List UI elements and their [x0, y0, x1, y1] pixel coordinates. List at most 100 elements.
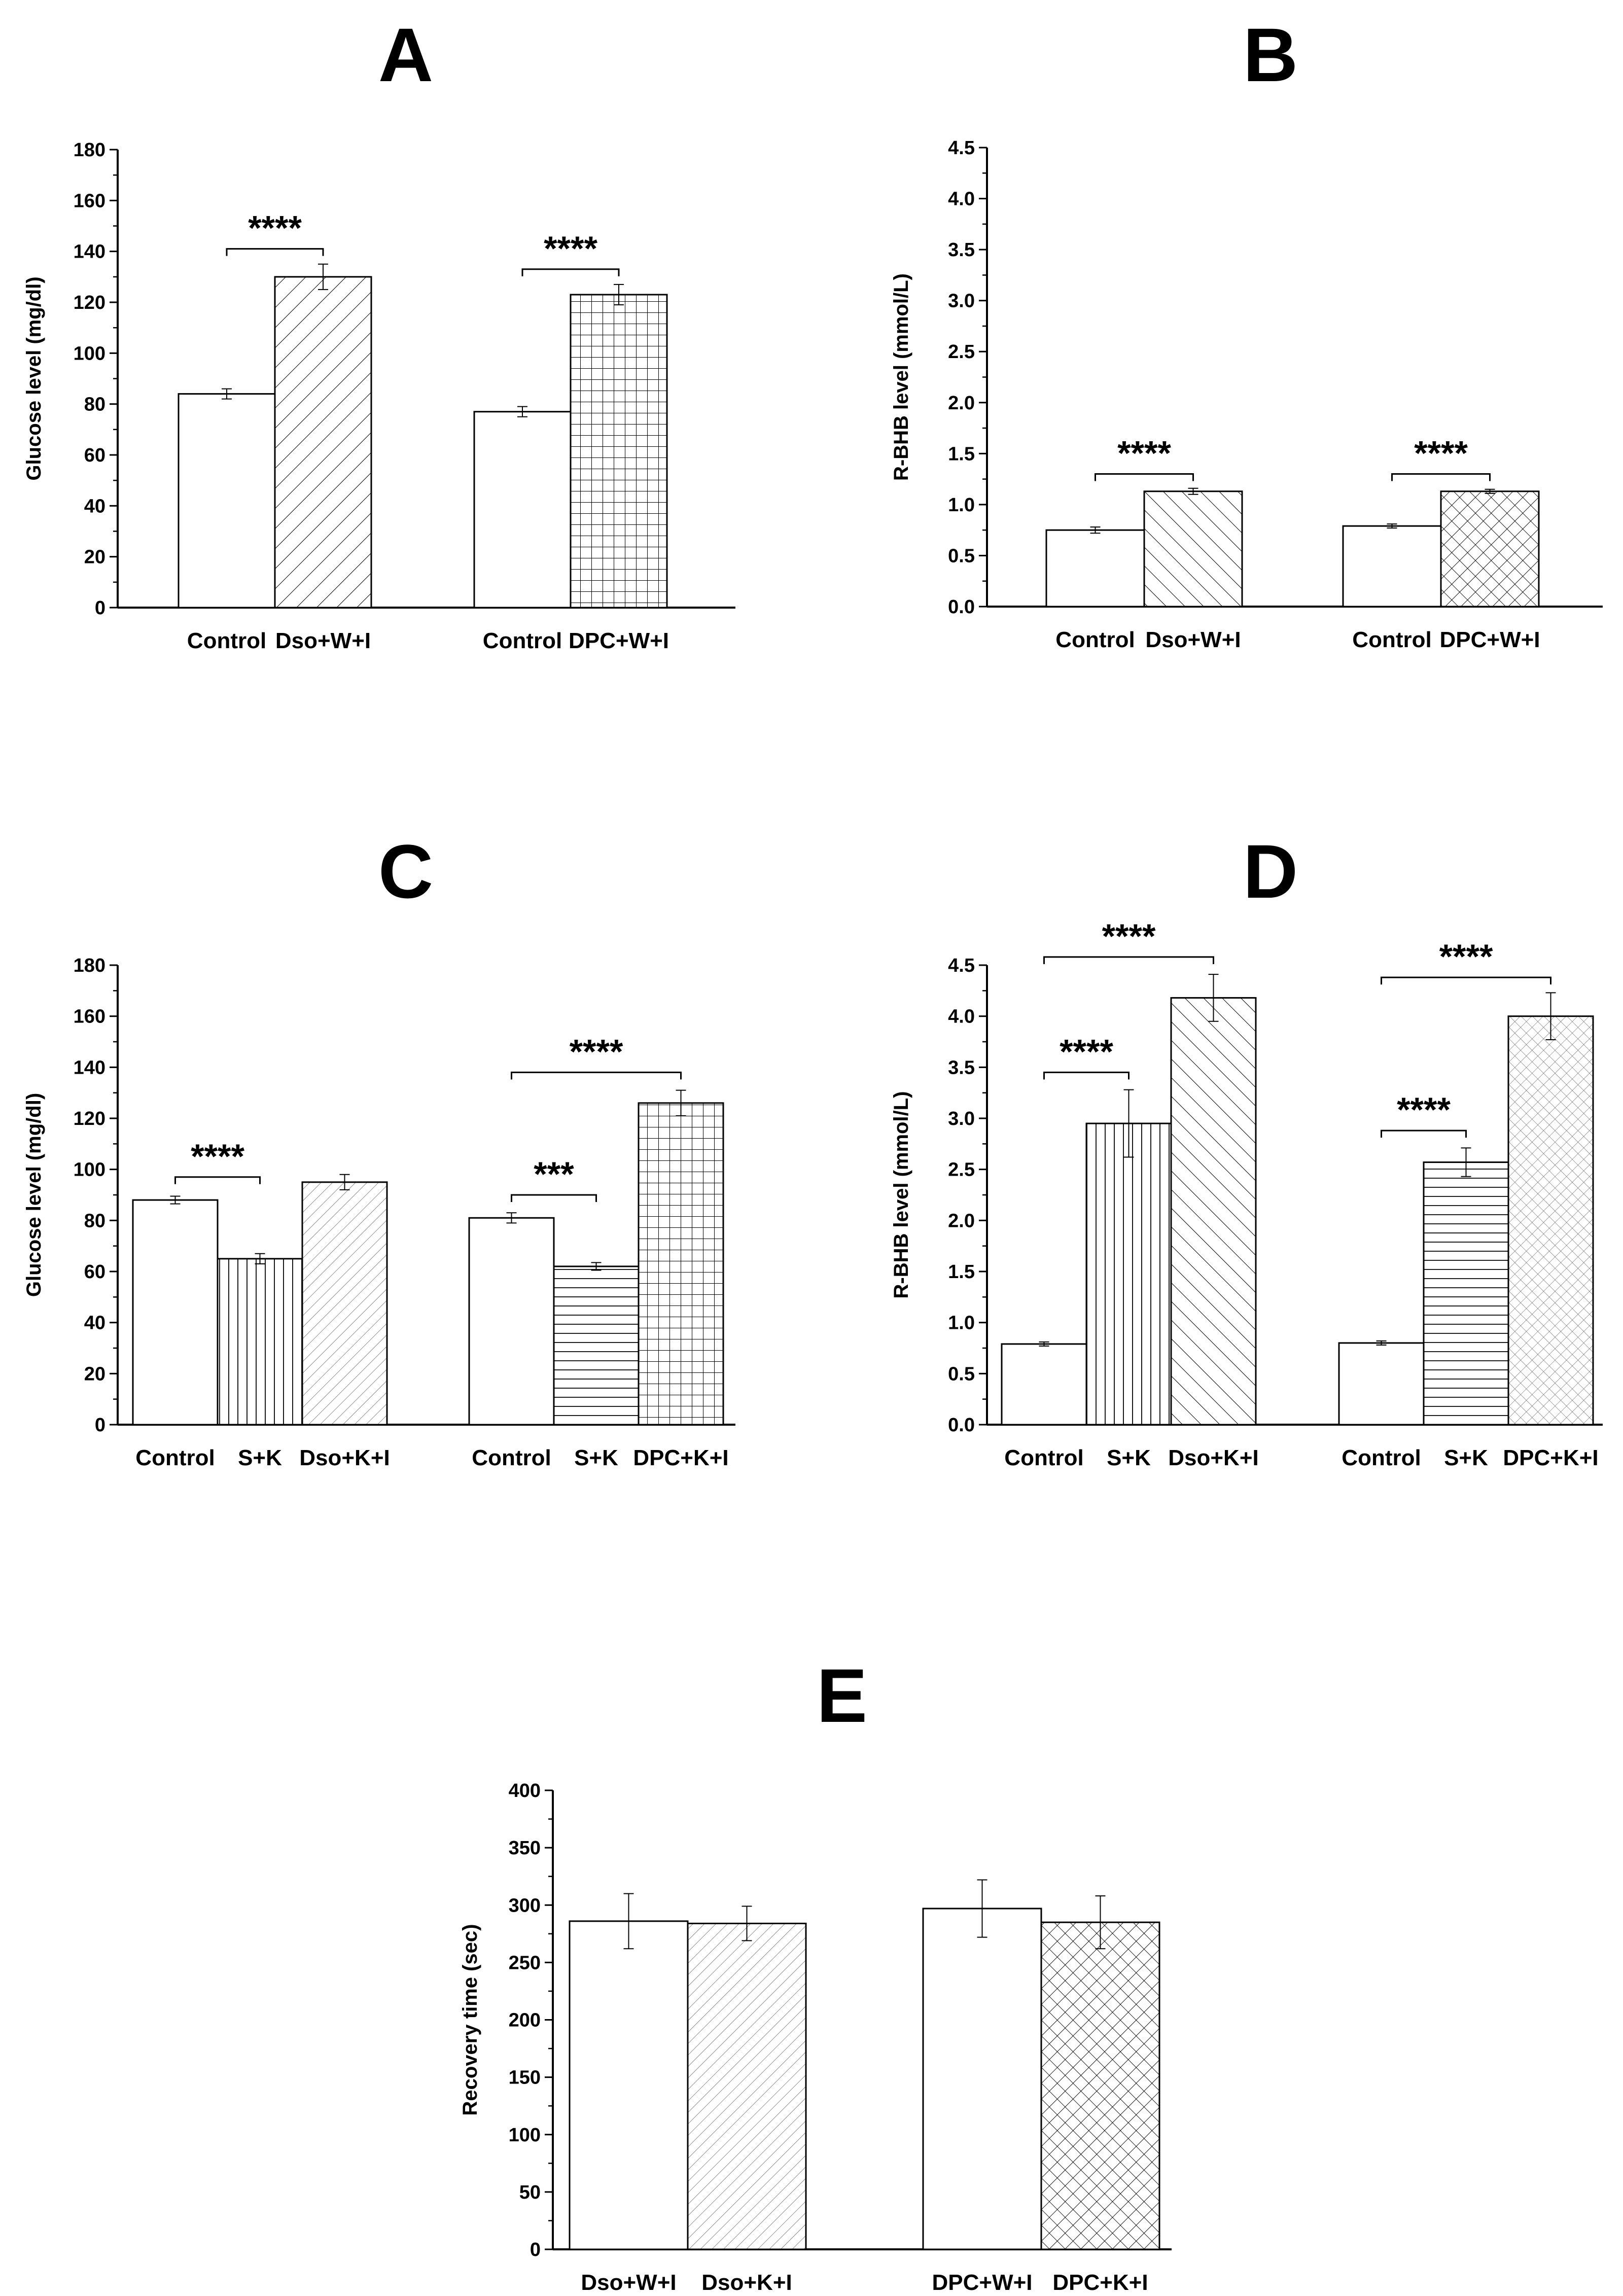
- significance-label: ****: [191, 1137, 244, 1176]
- y-tick-label: 3.0: [948, 1108, 975, 1129]
- significance-bracket: [511, 1194, 597, 1202]
- category-label: Control: [1055, 627, 1135, 652]
- y-tick-label: 1.0: [948, 1313, 975, 1334]
- y-axis-title: Recovery time (sec): [459, 1924, 481, 2116]
- category-label: Control: [1342, 1445, 1421, 1470]
- bar: [553, 1265, 640, 1426]
- bar: [1045, 529, 1145, 608]
- y-tick-label: 0.5: [948, 1363, 975, 1385]
- y-tick-label: 2.5: [948, 341, 975, 363]
- y-tick-label: 0.0: [948, 596, 975, 618]
- bar: [1423, 1161, 1509, 1426]
- bar: [178, 393, 276, 609]
- significance-bracket: [1043, 956, 1214, 964]
- panel-d: D 0.0 0.5 1.0 1.5 2.0 2.5 3.0 3.5 4.0 4.5 R-BHB lev…: [890, 829, 1603, 1470]
- y-tick-label: 250: [509, 1952, 541, 1973]
- significance-label: ****: [1439, 937, 1493, 976]
- y-tick-label: 350: [509, 1838, 541, 1859]
- panel-letter: E: [817, 1653, 867, 1738]
- y-tick-label: 40: [84, 496, 105, 517]
- y-tick-label: 80: [84, 394, 105, 415]
- category-label: Control: [1004, 1445, 1083, 1470]
- y-axis-title: Glucose level (mg/dl): [23, 276, 45, 480]
- significance-bracket: [1381, 976, 1551, 985]
- panel-e: E 0 50 100 150 200 250 300 350 400 Recovery time (…: [459, 1653, 1172, 2295]
- y-tick-label: 3.0: [948, 291, 975, 312]
- bar: [1143, 490, 1243, 608]
- bar: [1040, 1921, 1160, 2250]
- panel-letter: A: [378, 12, 433, 97]
- y-tick-label: 160: [74, 1006, 105, 1028]
- bar: [274, 276, 372, 609]
- panel-letter: C: [378, 829, 433, 914]
- significance-label: ****: [248, 209, 302, 248]
- bar: [217, 1258, 303, 1426]
- category-label: Control: [135, 1445, 215, 1470]
- category-label: DPC+K+I: [1503, 1445, 1598, 1470]
- category-label: Control: [472, 1445, 551, 1470]
- category-label: S+K: [1107, 1445, 1151, 1470]
- y-tick-label: 3.5: [948, 239, 975, 261]
- category-label: S+K: [574, 1445, 618, 1470]
- y-tick-label: 100: [74, 1159, 105, 1181]
- significance-bracket: [1391, 473, 1491, 481]
- category-label: Control: [187, 628, 266, 653]
- significance-bracket: [226, 248, 324, 256]
- category-label: Dso+W+I: [1145, 627, 1241, 652]
- bar: [1085, 1122, 1172, 1426]
- category-label: S+K: [1444, 1445, 1488, 1470]
- y-tick-label: 3.5: [948, 1057, 975, 1078]
- y-tick-label: 0: [530, 2239, 541, 2260]
- bar: [132, 1199, 219, 1426]
- significance-bracket: [521, 268, 620, 276]
- bar: [1338, 1342, 1425, 1426]
- category-label: DPC+K+I: [633, 1445, 728, 1470]
- bar: [687, 1922, 807, 2250]
- panel-a: A 0 20 40 60 80 100 120 140 160 180 Glucose level (…: [23, 12, 735, 653]
- y-tick-label: 40: [84, 1313, 105, 1334]
- category-label: DPC+K+I: [1052, 2270, 1148, 2295]
- significance-label: ****: [544, 229, 597, 268]
- y-tick-label: 300: [509, 1895, 541, 1916]
- panel-b: B 0.0 0.5 1.0 1.5 2.0 2.5 3.0 3.5 4.0 4.5 R-BHB lev…: [890, 12, 1603, 652]
- y-tick-label: 160: [74, 190, 105, 211]
- y-tick-label: 1.5: [948, 1261, 975, 1283]
- y-tick-label: 200: [509, 2010, 541, 2031]
- significance-bracket: [1381, 1129, 1467, 1138]
- y-tick-label: 60: [84, 1261, 105, 1283]
- y-tick-label: 2.5: [948, 1159, 975, 1181]
- significance-label: ****: [1117, 434, 1171, 473]
- y-tick-label: 120: [74, 1108, 105, 1129]
- bar: [473, 411, 572, 609]
- y-tick-label: 400: [509, 1780, 541, 1802]
- y-tick-label: 150: [509, 2067, 541, 2089]
- y-axis-title: R-BHB level (mmol/L): [890, 1091, 912, 1299]
- y-tick-label: 140: [74, 241, 105, 263]
- y-axis-title: R-BHB level (mmol/L): [890, 273, 912, 481]
- y-tick-label: 4.5: [948, 137, 975, 159]
- y-tick-label: 0.5: [948, 545, 975, 567]
- bar: [1342, 525, 1442, 608]
- bar: [569, 1920, 689, 2250]
- y-tick-label: 1.0: [948, 494, 975, 516]
- y-tick-label: 20: [84, 1363, 105, 1385]
- y-tick-label: 140: [74, 1057, 105, 1078]
- y-tick-label: 4.5: [948, 955, 975, 976]
- category-label: S+K: [238, 1445, 282, 1470]
- bar: [301, 1181, 388, 1426]
- category-label: Dso+W+I: [581, 2270, 676, 2295]
- bar: [638, 1102, 724, 1426]
- significance-bracket: [1095, 473, 1194, 481]
- y-tick-label: 4.0: [948, 189, 975, 210]
- y-axis-title: Glucose level (mg/dl): [23, 1093, 45, 1297]
- bar: [1170, 997, 1257, 1426]
- significance-label: ****: [1102, 917, 1156, 956]
- bar: [1001, 1343, 1087, 1426]
- category-label: DPC+W+I: [569, 628, 669, 653]
- category-label: Dso+K+I: [299, 1445, 390, 1470]
- significance-label: ****: [1060, 1032, 1113, 1071]
- y-tick-label: 0: [95, 597, 105, 619]
- bar: [1440, 490, 1540, 608]
- panel-letter: B: [1243, 12, 1298, 97]
